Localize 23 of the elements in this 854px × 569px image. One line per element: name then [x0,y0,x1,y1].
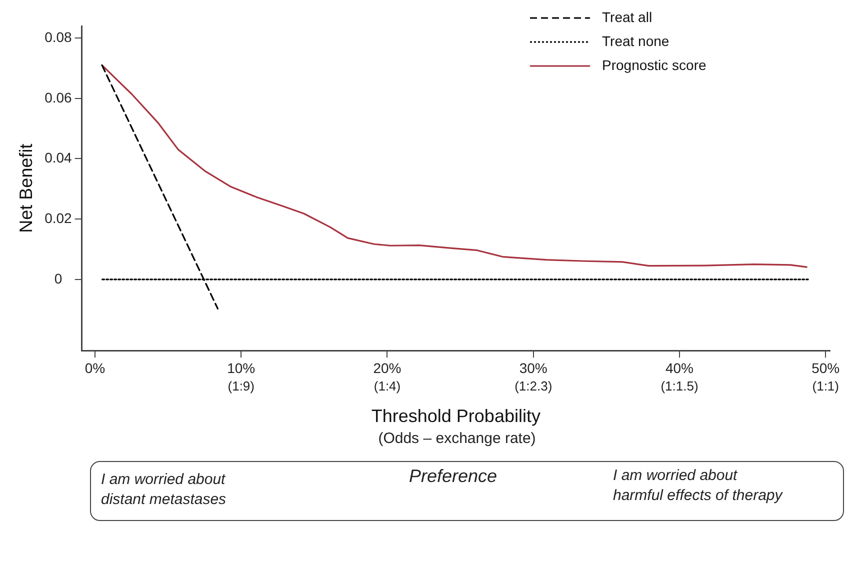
x-tick-label: 50% [812,360,840,376]
x-tick-label: 40% [665,360,694,376]
rounded-frame: I am worried about distant metastases Preference I am worried about harmful effects of therapy [90,461,844,521]
text: (1:2.3) [514,378,552,394]
legend-label: Prognostic score [602,56,706,73]
y-tick-label: 0.06 [44,89,72,106]
legend-label: Treat all [602,8,652,25]
x-tick-label: 30% [519,360,548,376]
text: (1:4) [374,378,401,394]
y-tick-label: 0.02 [44,210,72,226]
text: (1:1.5) [660,378,698,394]
text: (Odds – exchange rate) [377,430,537,447]
y-tick-label: 0 [54,270,62,286]
x-tick-label: 20% [373,360,402,376]
text: (1:9) [228,378,254,394]
y-tick-label: 0.08 [44,28,72,45]
text: (1:1) [812,378,839,394]
legend-label: Treat none [602,32,670,49]
y-tick-label: 0.04 [44,150,72,166]
x-tick-label: 10% [227,360,256,376]
x-axis-title: Threshold Probability [371,406,540,426]
y-axis-title: Net Benefit [16,144,36,233]
x-tick-label: 0% [84,360,106,376]
